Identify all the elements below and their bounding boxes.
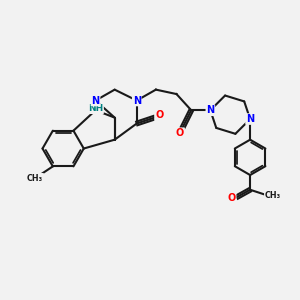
Text: N: N (92, 95, 100, 106)
Text: O: O (155, 110, 163, 120)
Text: N: N (246, 114, 254, 124)
Text: O: O (227, 193, 236, 203)
Text: N: N (133, 95, 141, 106)
Text: N: N (206, 105, 214, 115)
Text: CH₃: CH₃ (265, 190, 281, 200)
Text: CH₃: CH₃ (27, 174, 43, 183)
Text: O: O (176, 128, 184, 138)
Text: NH: NH (88, 104, 103, 113)
